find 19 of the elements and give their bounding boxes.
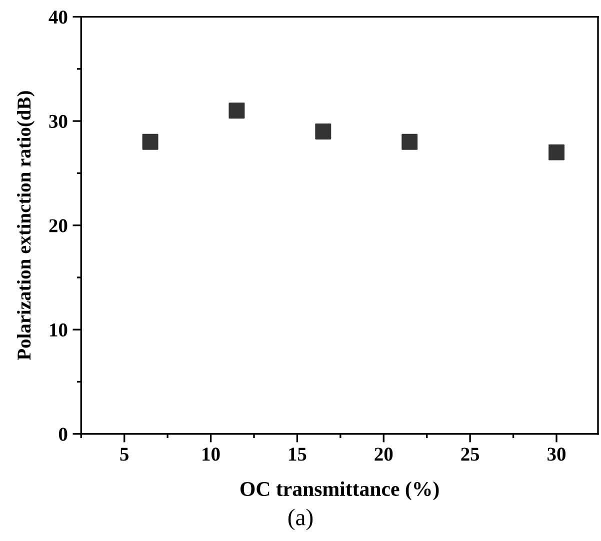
- x-tick-label: 5: [120, 448, 128, 461]
- y-tick-label: 0: [58, 428, 68, 441]
- x-tick-label: 10: [202, 448, 220, 461]
- point: [402, 134, 418, 150]
- y-tick-label: 10: [50, 323, 68, 337]
- point: [142, 134, 158, 150]
- x-tick-label: 30: [548, 448, 566, 461]
- point: [548, 144, 564, 160]
- y-tick-label: 30: [49, 114, 68, 128]
- x-axis-title: OC transmittance (%): [240, 481, 439, 500]
- point: [315, 124, 332, 140]
- x-tick-label: 25: [461, 448, 480, 461]
- y-tick-label: 20: [49, 219, 68, 232]
- y-tick-label: 40: [48, 10, 68, 24]
- x-tick-label: 20: [374, 448, 393, 461]
- point: [228, 102, 245, 119]
- x-tick-label: 15: [289, 448, 306, 461]
- y-axis-title: Polarization extinction ratio(dB): [16, 91, 35, 360]
- text: (a): [288, 508, 313, 530]
